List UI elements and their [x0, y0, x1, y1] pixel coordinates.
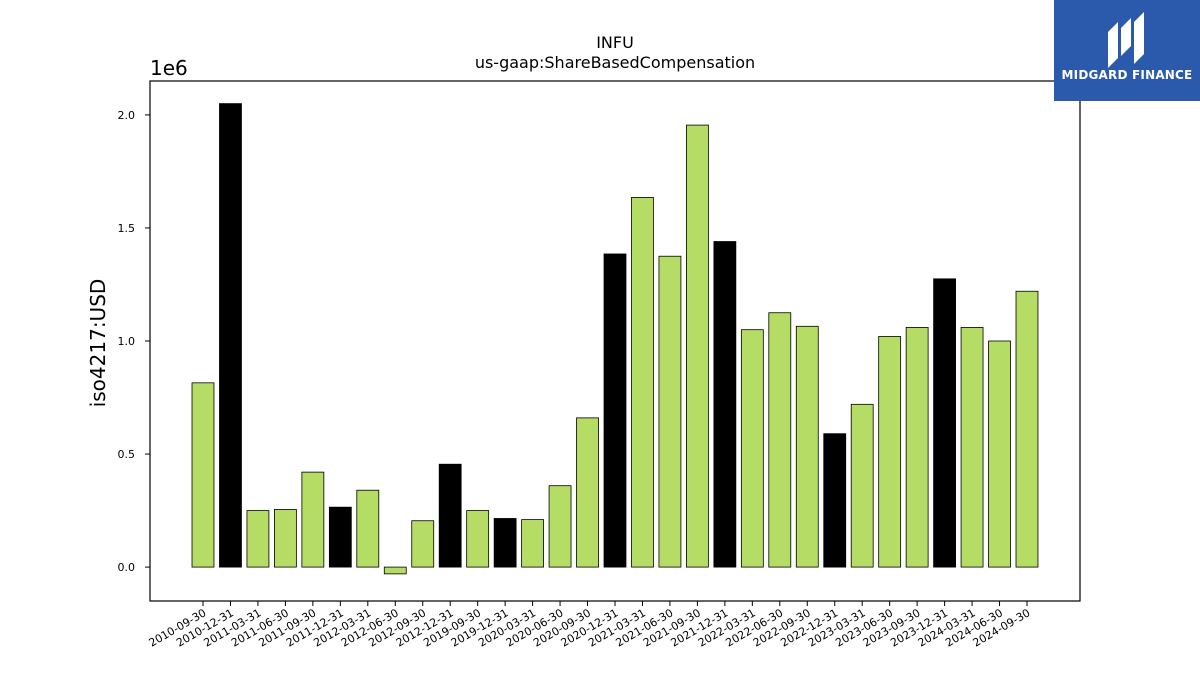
chart-subtitle: us-gaap:ShareBasedCompensation: [475, 53, 755, 72]
bar-2012-03-31: [356, 489, 380, 568]
y-axis-ticks: 0.0 0.5 1.0 1.5 2.0: [118, 109, 150, 574]
bar-2024-06-30: [988, 340, 1011, 568]
logo-text: MIDGARD FINANCE: [1061, 68, 1193, 82]
bar-2022-09-30: [795, 325, 819, 568]
bar-2020-03-31: [521, 519, 544, 568]
bar-2019-12-31: [493, 518, 517, 568]
chart-title: INFU: [596, 33, 634, 52]
x-axis-ticks: 2010-09-302010-12-312011-03-312011-06-30…: [147, 601, 1033, 650]
y-tick-label: 0.5: [118, 448, 136, 461]
bar-2012-06-30: [383, 566, 407, 575]
bar-2019-09-30: [466, 510, 490, 568]
bar-2024-09-30: [1015, 290, 1039, 568]
bar-2022-06-30: [768, 312, 792, 568]
bar-2023-12-31: [933, 278, 956, 568]
y-tick-label: 0.0: [118, 561, 136, 574]
bar-2020-09-30: [576, 417, 599, 568]
plot-frame: [149, 80, 1081, 602]
bar-2022-12-31: [823, 433, 847, 568]
bar-2010-12-31: [219, 103, 242, 568]
bar-2011-06-30: [274, 509, 297, 568]
y-axis-label: iso4217:USD: [86, 279, 110, 408]
y-tick-label: 2.0: [118, 109, 136, 122]
bar-2010-09-30: [191, 382, 215, 568]
bar-2012-12-31: [438, 463, 462, 568]
bar-2021-09-30: [686, 124, 709, 568]
bar-2023-09-30: [905, 327, 929, 568]
y-tick-label: 1.0: [118, 335, 136, 348]
bar-2011-09-30: [301, 471, 325, 568]
midgard-logo-mark-icon: [1108, 12, 1144, 68]
bar-2021-12-31: [713, 241, 737, 568]
bar-2022-03-31: [740, 329, 764, 568]
bar-2024-03-31: [960, 327, 984, 568]
y-axis-offset-label: 1e6: [150, 56, 188, 80]
bar-2020-12-31: [603, 253, 627, 568]
y-tick-label: 1.5: [118, 222, 136, 235]
bar-2020-06-30: [548, 485, 572, 568]
bar-2012-09-30: [411, 520, 435, 568]
bars-group: [191, 103, 1039, 575]
midgard-finance-logo: MIDGARD FINANCE: [1054, 0, 1200, 101]
bar-2023-03-31: [850, 403, 874, 568]
bar-2011-12-31: [328, 506, 352, 568]
bar-2011-03-31: [246, 510, 270, 568]
bar-2023-06-30: [878, 336, 902, 568]
bar-2021-03-31: [631, 197, 654, 568]
bar-2021-06-30: [658, 255, 682, 568]
